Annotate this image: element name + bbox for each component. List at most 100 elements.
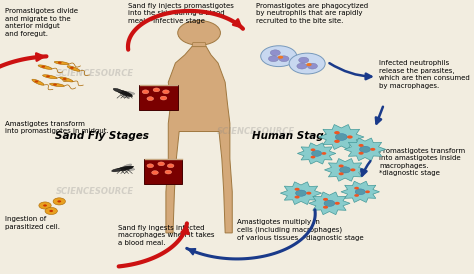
Ellipse shape: [60, 77, 73, 82]
Ellipse shape: [32, 79, 44, 85]
Circle shape: [49, 210, 53, 212]
Polygon shape: [297, 143, 336, 164]
Circle shape: [306, 192, 311, 195]
Circle shape: [321, 152, 326, 155]
Circle shape: [261, 46, 297, 67]
Ellipse shape: [54, 61, 69, 65]
Ellipse shape: [117, 90, 132, 96]
Ellipse shape: [120, 164, 132, 170]
Circle shape: [178, 21, 220, 45]
Polygon shape: [319, 124, 364, 150]
FancyBboxPatch shape: [139, 85, 178, 110]
Circle shape: [46, 75, 50, 78]
Polygon shape: [341, 181, 380, 202]
Circle shape: [334, 131, 340, 134]
Text: Sand fly injects promastigotes
into the skin during a blood
meal. *infective sta: Sand fly injects promastigotes into the …: [128, 3, 234, 24]
Circle shape: [41, 65, 45, 68]
Ellipse shape: [38, 65, 52, 69]
Circle shape: [340, 167, 350, 173]
Polygon shape: [281, 182, 321, 204]
Circle shape: [307, 63, 318, 69]
Circle shape: [63, 78, 67, 80]
Circle shape: [358, 152, 364, 155]
Polygon shape: [192, 42, 206, 47]
Ellipse shape: [121, 91, 135, 95]
Circle shape: [299, 57, 309, 63]
Circle shape: [57, 200, 61, 202]
Polygon shape: [309, 192, 350, 215]
Circle shape: [268, 56, 279, 62]
Polygon shape: [344, 138, 385, 161]
Circle shape: [167, 164, 174, 168]
Ellipse shape: [43, 75, 57, 79]
Circle shape: [158, 162, 164, 166]
Circle shape: [35, 80, 38, 82]
Text: Promastigotes are phagocytized
by neutrophils that are rapidly
recruited to the : Promastigotes are phagocytized by neutro…: [256, 3, 368, 24]
Circle shape: [347, 135, 353, 139]
Ellipse shape: [120, 168, 135, 171]
Circle shape: [297, 63, 307, 69]
Text: Human Stages: Human Stages: [252, 131, 336, 141]
Text: Infected neutrophils
release the parasites,
which are then consumed
by macrophag: Infected neutrophils release the parasit…: [379, 60, 470, 89]
Ellipse shape: [67, 66, 80, 71]
Text: Sand Fly Stages: Sand Fly Stages: [55, 131, 149, 141]
FancyBboxPatch shape: [144, 159, 182, 184]
Ellipse shape: [121, 92, 130, 99]
Polygon shape: [324, 159, 365, 181]
Text: Promastigotes divide
and migrate to the
anterior midgut
and foregut.: Promastigotes divide and migrate to the …: [5, 8, 78, 37]
Circle shape: [311, 150, 322, 156]
Ellipse shape: [112, 169, 122, 172]
Circle shape: [147, 164, 154, 168]
Circle shape: [153, 88, 160, 92]
Circle shape: [354, 187, 359, 190]
Circle shape: [338, 172, 344, 175]
Circle shape: [289, 53, 325, 74]
Circle shape: [58, 62, 62, 64]
Ellipse shape: [49, 83, 64, 87]
Circle shape: [45, 207, 57, 215]
Circle shape: [152, 171, 158, 175]
Circle shape: [294, 196, 300, 199]
Circle shape: [370, 148, 375, 151]
Circle shape: [323, 206, 328, 209]
Circle shape: [294, 188, 300, 191]
Circle shape: [306, 63, 312, 66]
Text: SCIENCESOURCE: SCIENCESOURCE: [56, 70, 134, 78]
Ellipse shape: [113, 88, 122, 92]
Circle shape: [43, 204, 47, 207]
Polygon shape: [166, 47, 232, 233]
Text: SCIENCESOURCE: SCIENCESOURCE: [217, 127, 295, 136]
Circle shape: [270, 50, 280, 56]
Circle shape: [278, 56, 283, 59]
Circle shape: [360, 146, 370, 152]
Text: Amastigotes multiply in
cells (including macrophages)
of various tissues. *diagn: Amastigotes multiply in cells (including…: [237, 219, 364, 241]
Text: Sand fly ingests infected
macrophages when it takes
a blood meal.: Sand fly ingests infected macrophages wh…: [118, 225, 215, 246]
Ellipse shape: [116, 166, 133, 171]
Circle shape: [323, 198, 328, 201]
Circle shape: [53, 198, 65, 205]
Circle shape: [147, 97, 154, 101]
Circle shape: [310, 156, 315, 158]
Circle shape: [338, 164, 344, 167]
Circle shape: [335, 202, 340, 205]
Circle shape: [335, 133, 347, 141]
Text: SCIENCESOURCE: SCIENCESOURCE: [56, 187, 134, 196]
Text: Promastigotes transform
into amastigotes inside
macrophages.
*diagnostic stage: Promastigotes transform into amastigotes…: [379, 148, 465, 176]
Circle shape: [324, 200, 335, 206]
Circle shape: [355, 189, 365, 195]
Circle shape: [70, 67, 74, 69]
Circle shape: [160, 96, 167, 100]
Circle shape: [310, 149, 315, 151]
Circle shape: [165, 170, 172, 174]
Circle shape: [334, 140, 340, 143]
Circle shape: [142, 90, 149, 94]
Circle shape: [350, 169, 356, 171]
Circle shape: [365, 190, 370, 193]
Circle shape: [354, 194, 359, 197]
Circle shape: [53, 84, 57, 86]
Text: Ingestion of
parasitized cell.: Ingestion of parasitized cell.: [5, 216, 60, 230]
Circle shape: [279, 56, 289, 62]
Circle shape: [39, 202, 51, 209]
Circle shape: [163, 90, 169, 94]
Circle shape: [296, 190, 306, 196]
